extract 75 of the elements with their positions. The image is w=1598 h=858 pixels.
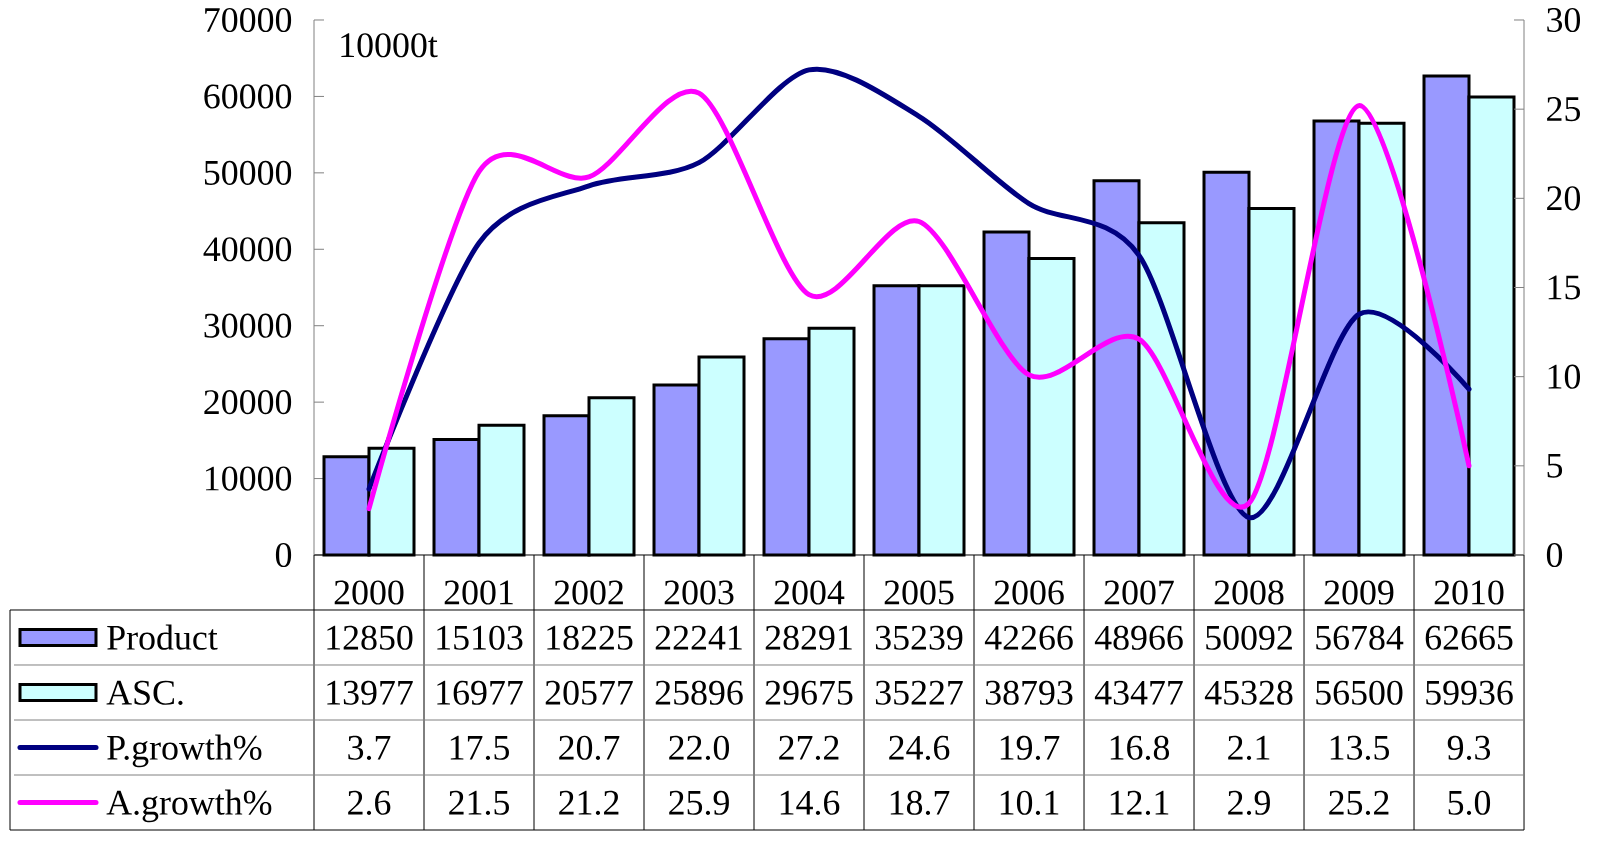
data-label: 2.6 [348,790,391,815]
data-label: 13977 [327,680,413,705]
x-tick-label: 2002 [554,580,623,605]
data-label: 10.1 [1000,790,1059,815]
y2-tick-label: 10 [1548,364,1581,389]
data-label: 14.6 [780,790,840,815]
x-tick-label: 2003 [664,580,734,605]
y2-tick-label: 25 [1547,97,1580,122]
data-label: 43477 [1094,680,1183,705]
y2-tick-label: 20 [1547,186,1581,211]
data-label: 45328 [1204,680,1293,705]
data-label: 12.1 [1110,790,1169,815]
data-label: 9.3 [1447,735,1491,760]
data-label: 13.5 [1330,735,1389,760]
data-label: 59936 [1426,680,1513,705]
data-label: 18225 [547,625,633,650]
data-label: 35239 [875,625,963,650]
data-label: 25896 [655,680,743,705]
data-label: 22.0 [669,735,730,760]
data-label: 29675 [765,680,853,705]
data-label: 24.6 [889,735,950,760]
legend-label: P.growth% [107,734,262,768]
data-label: 21.5 [449,790,509,815]
y2-tick-label: 5 [1547,453,1563,478]
y-tick-label: 70000 [205,7,292,33]
data-label: 17.5 [450,735,509,760]
data-label: 2.1 [1228,735,1270,760]
data-label: 5.0 [1448,790,1491,815]
data-label: 38793 [985,680,1073,705]
legend-label: A.growth% [106,789,272,823]
y-tick-label: 20000 [204,390,292,415]
x-tick-label: 2008 [1214,580,1284,605]
x-tick-label: 2007 [1104,580,1174,605]
y-tick-label: 0 [275,542,292,568]
data-label: 15103 [437,625,523,650]
data-label: 16977 [437,680,523,705]
data-label: 18.7 [890,790,950,815]
x-tick-label: 2004 [774,580,845,605]
x-tick-label: 2000 [334,580,404,605]
y-tick-label: 50000 [204,160,292,185]
data-label: 56784 [1316,625,1404,650]
y-tick-label: 10000 [205,466,292,491]
data-label: 48966 [1094,625,1183,650]
y-tick-label: 30000 [204,313,292,338]
data-label: 62665 [1425,625,1513,650]
data-label: 12850 [327,625,413,650]
x-tick-label: 2009 [1324,580,1394,605]
data-label: 21.2 [559,790,619,815]
y2-tick-label: 0 [1546,542,1563,568]
y2-tick-label: 30 [1547,7,1581,33]
y2-tick-label: 15 [1548,275,1580,300]
y-axis-title: 10000t [341,33,438,58]
data-label: 22241 [655,625,742,650]
x-tick-label: 2010 [1434,580,1504,605]
data-label: 50092 [1206,625,1292,650]
y-tick-label: 40000 [203,237,292,262]
x-tick-label: 2006 [994,580,1064,605]
data-label: 3.7 [348,735,391,760]
data-label: 16.8 [1110,735,1170,760]
data-label: 27.2 [779,735,839,760]
data-label: 2.9 [1228,790,1270,815]
data-label: 28291 [765,625,852,650]
data-label: 20.7 [559,735,620,760]
y-tick-label: 60000 [204,84,292,109]
data-label: 25.2 [1329,790,1389,815]
data-label: 25.9 [669,790,729,815]
data-label: 35227 [875,680,963,705]
x-tick-label: 2001 [444,580,513,605]
data-label: 42266 [984,625,1073,650]
data-label: 19.7 [1000,735,1060,760]
data-label: 56500 [1316,680,1403,705]
legend-label: ASC. [106,680,183,705]
legend-label: Product [107,624,218,650]
x-tick-label: 2005 [884,580,954,605]
data-label: 20577 [545,680,633,705]
